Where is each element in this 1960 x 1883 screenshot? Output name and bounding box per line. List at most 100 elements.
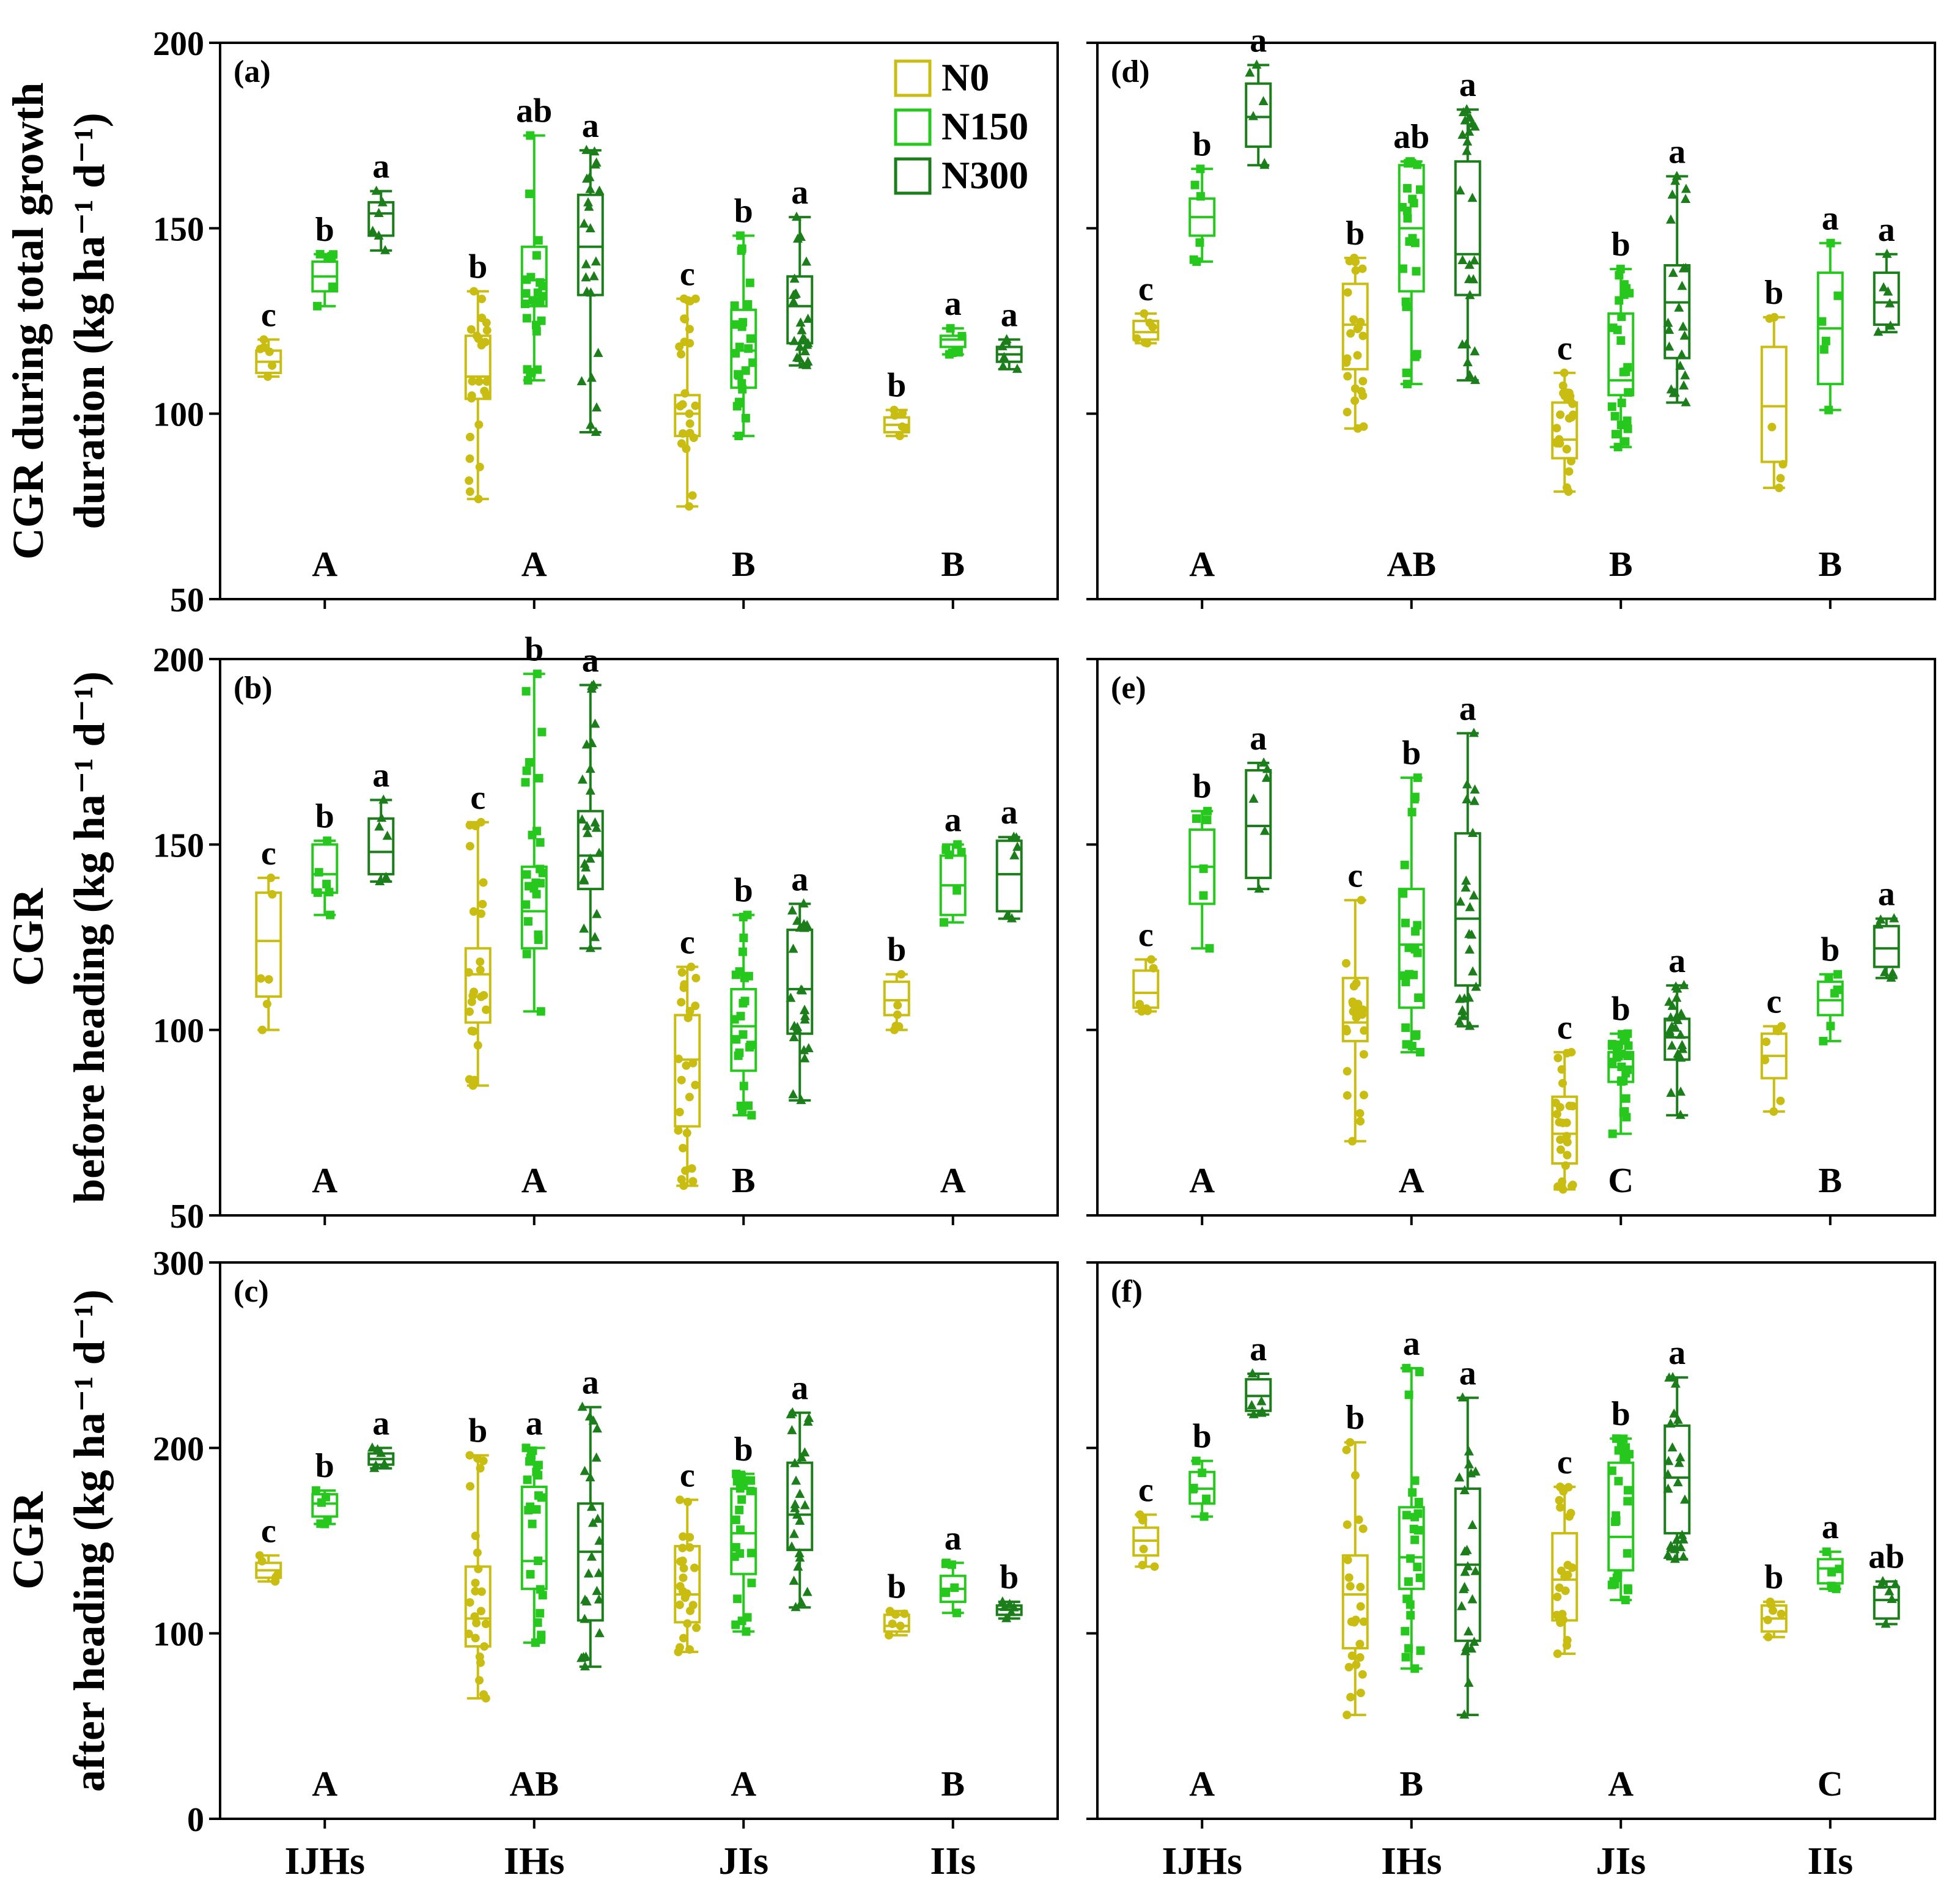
group-letter: AB — [1387, 544, 1436, 584]
data-point — [691, 401, 700, 410]
data-point — [746, 1486, 755, 1495]
data-point — [476, 992, 485, 1001]
data-point — [1404, 943, 1413, 953]
data-point — [891, 1610, 900, 1619]
data-point — [1248, 794, 1259, 803]
data-point — [1348, 1137, 1357, 1146]
data-point — [1678, 1551, 1689, 1561]
data-point — [800, 1004, 810, 1014]
sig-letter: a — [1250, 21, 1267, 59]
box-n150: b — [520, 630, 548, 1016]
data-point — [1614, 1476, 1623, 1486]
data-point — [1343, 354, 1352, 363]
data-point — [1663, 1469, 1673, 1479]
data-point — [1007, 913, 1017, 923]
data-point — [685, 429, 694, 438]
data-point — [1353, 351, 1362, 360]
data-point — [1410, 1513, 1420, 1522]
box-n150: b — [730, 192, 757, 441]
data-point — [1670, 1553, 1680, 1563]
data-point — [520, 300, 529, 309]
sig-letter: a — [582, 1364, 599, 1402]
data-point — [1358, 377, 1368, 386]
data-point — [1667, 1442, 1678, 1452]
data-point — [590, 718, 600, 728]
data-point — [1409, 970, 1418, 979]
data-point — [374, 821, 385, 831]
data-point — [532, 827, 542, 836]
data-point — [1556, 1135, 1565, 1144]
box-n150: b — [730, 872, 757, 1120]
data-point — [1350, 1618, 1359, 1627]
data-point — [474, 334, 483, 344]
group-letter: A — [731, 1764, 756, 1804]
data-point — [1412, 267, 1421, 276]
data-point — [897, 422, 907, 431]
box-iqr — [1873, 271, 1900, 326]
data-point — [803, 356, 813, 366]
data-point — [1402, 1363, 1411, 1373]
box-n300: ab — [1868, 1538, 1904, 1628]
data-point — [480, 1642, 489, 1651]
data-point — [1352, 1660, 1361, 1670]
data-point — [1830, 989, 1839, 998]
y-tick-label: 150 — [153, 210, 204, 248]
legend-swatch-n300 — [894, 157, 932, 195]
group-letter: A — [1189, 544, 1215, 584]
data-point — [1402, 380, 1412, 389]
data-point — [1668, 267, 1678, 277]
box-n0: c — [1132, 1472, 1160, 1571]
data-point — [1879, 967, 1890, 976]
data-point — [735, 1505, 744, 1514]
data-point — [1677, 1039, 1687, 1049]
data-point — [591, 157, 602, 167]
data-point — [685, 1543, 694, 1552]
data-point — [476, 957, 485, 967]
data-point — [1412, 350, 1421, 359]
data-point — [371, 185, 381, 195]
x-tick-label: IHs — [1381, 1839, 1442, 1882]
data-point — [739, 1030, 748, 1039]
data-point — [1553, 1649, 1562, 1659]
data-point — [473, 1041, 482, 1050]
data-point — [685, 419, 694, 428]
data-point — [258, 1025, 267, 1034]
data-point — [896, 1621, 905, 1631]
data-point — [586, 372, 597, 382]
data-point — [743, 1101, 753, 1110]
data-point — [586, 1502, 597, 1511]
data-point — [1889, 913, 1899, 923]
data-point — [890, 411, 899, 420]
data-point — [1150, 1562, 1159, 1571]
group-letter: B — [941, 544, 965, 584]
data-point — [737, 1495, 746, 1504]
data-point — [675, 1643, 684, 1652]
data-point — [466, 325, 476, 334]
data-point — [1670, 1022, 1681, 1032]
data-point — [580, 1594, 590, 1604]
sig-letter: a — [1250, 1330, 1267, 1368]
data-point — [734, 432, 743, 441]
sig-letter: c — [1138, 916, 1154, 954]
group-letter: A — [1399, 1160, 1424, 1200]
data-point — [465, 1598, 474, 1607]
y-tick-label: 100 — [153, 396, 204, 434]
data-point — [1356, 1602, 1365, 1611]
data-point — [580, 1613, 590, 1623]
data-point — [789, 1528, 799, 1538]
data-point — [1760, 1055, 1769, 1064]
data-point — [794, 1548, 805, 1558]
data-point — [377, 197, 388, 207]
data-point — [791, 212, 801, 221]
data-point — [471, 1586, 480, 1596]
box-n150: b — [1188, 768, 1216, 953]
data-point — [589, 146, 600, 156]
data-point — [788, 943, 798, 953]
data-point — [482, 1005, 491, 1014]
data-point — [379, 1458, 389, 1468]
data-point — [1556, 410, 1565, 419]
data-point — [536, 1608, 545, 1618]
data-point — [479, 878, 488, 887]
data-point — [687, 962, 696, 971]
sig-letter: c — [680, 924, 695, 962]
